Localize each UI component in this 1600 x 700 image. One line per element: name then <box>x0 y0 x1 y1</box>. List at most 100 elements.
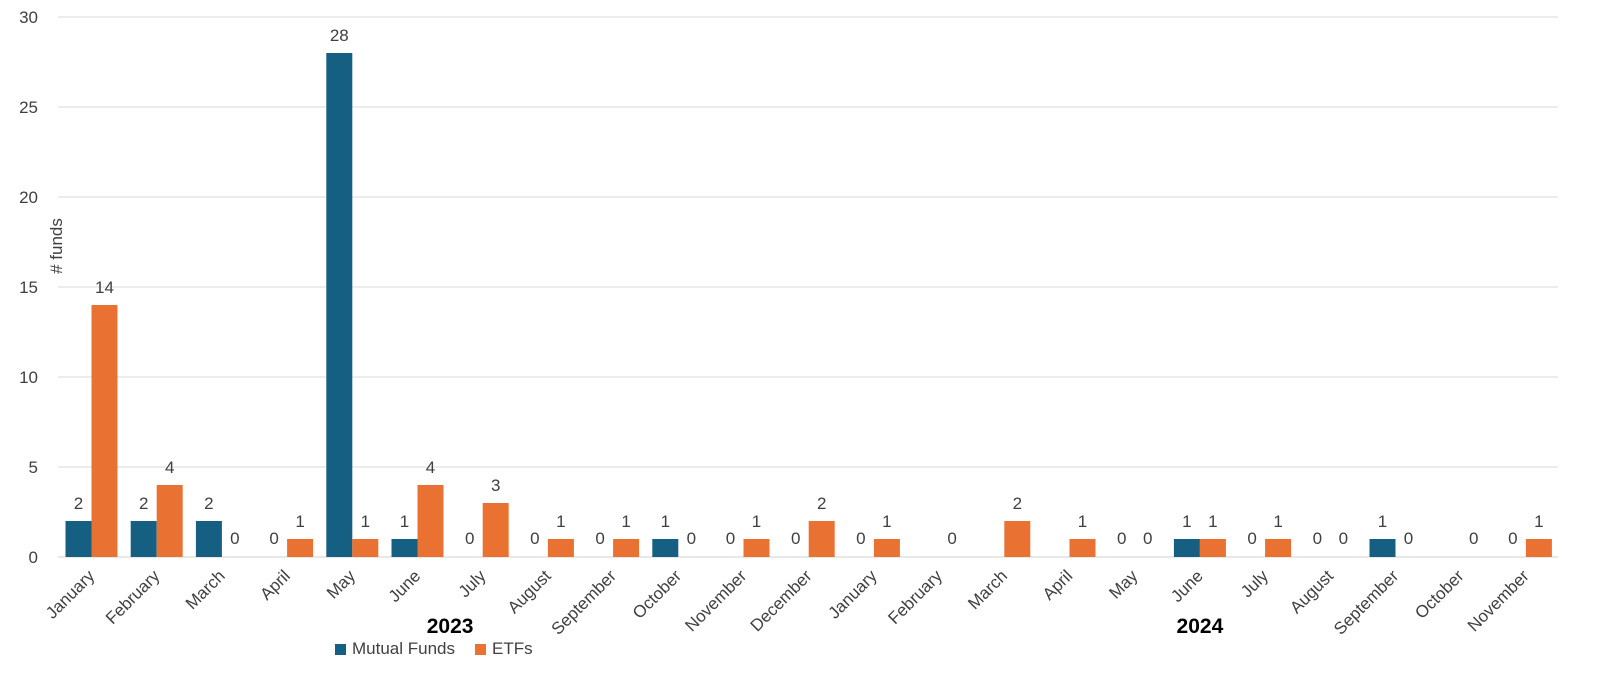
bar-etfs <box>91 305 118 557</box>
year-group-label: 2023 <box>427 615 474 638</box>
y-tick-label: 0 <box>29 548 38 567</box>
x-tick-label: February <box>884 566 946 628</box>
bar-etfs <box>808 521 835 557</box>
data-label-etfs: 1 <box>295 512 304 531</box>
y-tick-label: 20 <box>19 188 38 207</box>
data-label-etfs: 2 <box>1013 494 1022 513</box>
legend-swatch-mutual-funds <box>335 643 346 655</box>
data-label-etfs: 1 <box>621 512 630 531</box>
x-tick-label: September <box>548 566 620 638</box>
x-tick-label: April <box>256 566 293 603</box>
legend: Mutual Funds ETFs <box>335 639 547 659</box>
x-tick-label: March <box>182 566 229 613</box>
data-label-mutual-funds: 1 <box>1182 512 1191 531</box>
x-tick-label: June <box>385 566 425 606</box>
bar-etfs <box>1525 539 1552 557</box>
data-label-etfs: 0 <box>1404 529 1413 548</box>
bar-etfs <box>287 539 314 557</box>
x-tick-label: December <box>747 566 816 635</box>
bar-mutual-funds <box>391 539 418 557</box>
x-tick-label: February <box>102 566 164 628</box>
data-label-mutual-funds: 0 <box>530 529 539 548</box>
data-label-mutual-funds: 0 <box>595 529 604 548</box>
legend-item-mutual-funds: Mutual Funds <box>335 639 455 659</box>
data-label-mutual-funds: 2 <box>139 494 148 513</box>
data-label-mutual-funds: 0 <box>856 529 865 548</box>
legend-item-etfs: ETFs <box>475 639 533 659</box>
x-tick-label: October <box>629 566 685 622</box>
bar-etfs <box>1069 539 1096 557</box>
bar-etfs <box>547 539 574 557</box>
bar-etfs <box>873 539 900 557</box>
data-label-etfs: 0 <box>1339 529 1348 548</box>
data-label-etfs: 14 <box>95 278 114 297</box>
data-label-mutual-funds: 0 <box>1313 529 1322 548</box>
bar-etfs <box>1265 539 1292 557</box>
data-label-mutual-funds: 0 <box>791 529 800 548</box>
x-tick-label: April <box>1039 566 1076 603</box>
data-label-etfs: 0 <box>687 529 696 548</box>
data-label-etfs: 2 <box>817 494 826 513</box>
y-tick-label: 30 <box>19 8 38 27</box>
bar-mutual-funds <box>130 521 157 557</box>
data-label-etfs: 0 <box>947 529 956 548</box>
data-label-mutual-funds: 0 <box>726 529 735 548</box>
bar-etfs <box>482 503 509 557</box>
bar-etfs <box>1199 539 1226 557</box>
x-tick-label: October <box>1411 566 1467 622</box>
bar-etfs <box>613 539 640 557</box>
data-label-etfs: 4 <box>426 458 435 477</box>
x-tick-label: May <box>1105 566 1141 602</box>
x-tick-label: March <box>964 566 1011 613</box>
bar-etfs <box>1004 521 1031 557</box>
data-label-etfs: 1 <box>882 512 891 531</box>
bar-etfs <box>417 485 444 557</box>
data-label-mutual-funds: 0 <box>1247 529 1256 548</box>
legend-swatch-etfs <box>475 643 486 655</box>
bar-mutual-funds <box>326 53 353 557</box>
data-label-etfs: 1 <box>1534 512 1543 531</box>
data-label-mutual-funds: 0 <box>1117 529 1126 548</box>
y-axis-label: # funds <box>47 218 66 274</box>
data-label-etfs: 1 <box>1273 512 1282 531</box>
data-label-etfs: 0 <box>230 529 239 548</box>
year-group-label: 2024 <box>1177 615 1224 638</box>
data-label-etfs: 1 <box>752 512 761 531</box>
x-tick-label: November <box>1464 566 1533 635</box>
data-label-mutual-funds: 2 <box>74 494 83 513</box>
data-label-mutual-funds: 1 <box>661 512 670 531</box>
bar-mutual-funds <box>195 521 222 557</box>
data-label-etfs: 0 <box>1469 529 1478 548</box>
data-label-mutual-funds: 0 <box>465 529 474 548</box>
x-tick-label: August <box>504 566 555 617</box>
data-label-etfs: 1 <box>1078 512 1087 531</box>
y-tick-label: 10 <box>19 368 38 387</box>
bar-etfs <box>743 539 770 557</box>
x-tick-label: November <box>681 566 750 635</box>
bar-etfs <box>156 485 183 557</box>
x-tick-label: January <box>825 566 882 623</box>
data-label-etfs: 1 <box>1208 512 1217 531</box>
legend-label-etfs: ETFs <box>492 639 533 658</box>
data-label-etfs: 0 <box>1143 529 1152 548</box>
data-label-mutual-funds: 1 <box>400 512 409 531</box>
y-tick-label: 25 <box>19 98 38 117</box>
x-tick-label: June <box>1167 566 1207 606</box>
data-label-mutual-funds: 0 <box>1508 529 1517 548</box>
x-tick-label: September <box>1330 566 1402 638</box>
data-label-etfs: 3 <box>491 476 500 495</box>
bar-mutual-funds <box>1173 539 1200 557</box>
x-tick-label: May <box>323 566 359 602</box>
x-tick-label: July <box>1237 566 1272 601</box>
y-tick-label: 5 <box>29 458 38 477</box>
bar-mutual-funds <box>65 521 92 557</box>
x-tick-label: January <box>42 566 99 623</box>
data-label-mutual-funds: 1 <box>1378 512 1387 531</box>
data-label-etfs: 1 <box>361 512 370 531</box>
data-label-mutual-funds: 28 <box>330 26 349 45</box>
bar-mutual-funds <box>1369 539 1396 557</box>
data-label-mutual-funds: 2 <box>204 494 213 513</box>
legend-label-mutual-funds: Mutual Funds <box>352 639 455 658</box>
